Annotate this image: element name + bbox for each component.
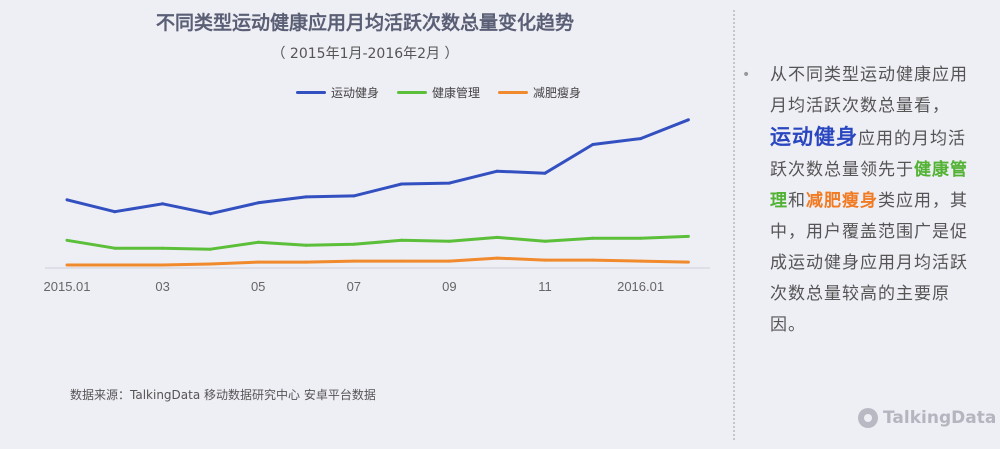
data-point-fitness [161,202,165,206]
data-point-diet [495,256,499,260]
legend-label-fitness: 运动健身 [331,86,380,100]
series-layer [65,118,690,267]
logo-icon [858,408,878,428]
data-point-fitness [304,195,308,199]
data-point-health [591,236,595,240]
data-source-note: 数据来源：TalkingData 移动数据研究中心 安卓平台数据 [70,388,376,402]
legend-swatch-health [397,91,428,94]
data-point-health [208,247,212,251]
x-tick-label: 07 [347,279,361,294]
data-point-diet [256,260,260,264]
bullet-point: • [742,67,752,83]
insight-text-3: 和 [788,191,806,211]
x-tick-label: 11 [538,279,552,294]
highlight-fitness: 运动健身 [770,125,858,149]
series-line-diet [67,256,689,267]
data-point-fitness [639,137,643,141]
highlight-diet: 减肥瘦身 [806,191,878,211]
x-tick-label: 09 [442,279,456,294]
legend-item-fitness: 运动健身 [296,84,379,101]
data-point-fitness [543,171,547,175]
data-point-health [352,242,356,246]
data-point-diet [352,259,356,263]
data-point-diet [639,259,643,263]
highlight-health: 健康管理 [770,160,968,211]
data-point-diet [686,260,690,264]
data-point-health [447,239,451,243]
x-tick-label: 03 [155,279,169,294]
legend-swatch-diet [498,91,529,94]
chart-legend: 运动健身 健康管理 减肥瘦身 [296,84,581,101]
series-line-fitness [66,118,689,216]
data-point-health [543,239,547,243]
data-point-health [65,238,69,242]
data-point-fitness [208,212,212,216]
data-point-fitness [495,169,499,173]
legend-label-health: 健康管理 [432,86,481,100]
data-point-diet [591,258,595,262]
data-point-diet [161,263,165,267]
data-point-health [686,234,690,238]
data-point-health [400,238,404,242]
data-point-fitness [65,198,69,202]
data-point-fitness [352,194,356,198]
vertical-divider [733,10,735,440]
data-point-fitness [686,118,690,122]
legend-label-diet: 减肥瘦身 [533,86,582,100]
chart-subtitle: （ 2015年1月-2016年2月 ） [271,46,459,62]
data-point-health [304,243,308,247]
insight-text-2: 应用的月均活跃次数总量领先于 [770,129,966,180]
data-point-diet [113,263,117,267]
insight-text: 从不同类型运动健康应用月均活跃次数总量看， 运动健身应用的月均活跃次数总量领先于健… [770,60,968,341]
logo-text: TalkingData [883,408,997,428]
data-point-diet [543,258,547,262]
data-point-fitness [591,143,595,146]
data-point-diet [65,263,69,267]
data-point-fitness [113,210,117,214]
x-tick-label: 2016.01 [617,279,664,294]
insight-text-4: 类应用，其中，用户覆盖范围广是促成运动健身应用月均活跃次数总量较高的主要原因。 [770,191,968,335]
data-point-health [113,246,117,250]
data-point-health [161,246,165,250]
data-point-diet [400,259,404,263]
chart-title: 不同类型运动健康应用月均活跃次数总量变化趋势 [155,12,574,34]
insight-text-1: 从不同类型运动健康应用月均活跃次数总量看， [770,65,968,116]
series-line-health [66,234,689,251]
data-point-fitness [400,182,404,186]
data-point-health [639,236,643,240]
x-tick-label: 05 [251,279,265,294]
data-point-diet [447,259,451,263]
legend-item-health: 健康管理 [397,84,480,101]
x-tick-label: 2015.01 [44,279,91,294]
legend-swatch-fitness [296,91,326,94]
data-point-diet [208,262,212,266]
insight-panel: • 从不同类型运动健康应用月均活跃次数总量看， 运动健身应用的月均活跃次数总量领先… [742,60,968,341]
data-point-health [495,235,499,239]
legend-item-diet: 减肥瘦身 [498,84,581,101]
data-point-fitness [447,181,451,185]
data-point-diet [304,260,308,264]
brand-logo: TalkingData [858,408,996,428]
data-point-health [256,240,260,244]
line-chart: 2015.01 03 05 07 09 11 2016.01 [44,118,710,294]
x-tick-layer: 2015.01 03 05 07 09 11 2016.01 [44,279,665,294]
data-point-fitness [256,201,260,205]
